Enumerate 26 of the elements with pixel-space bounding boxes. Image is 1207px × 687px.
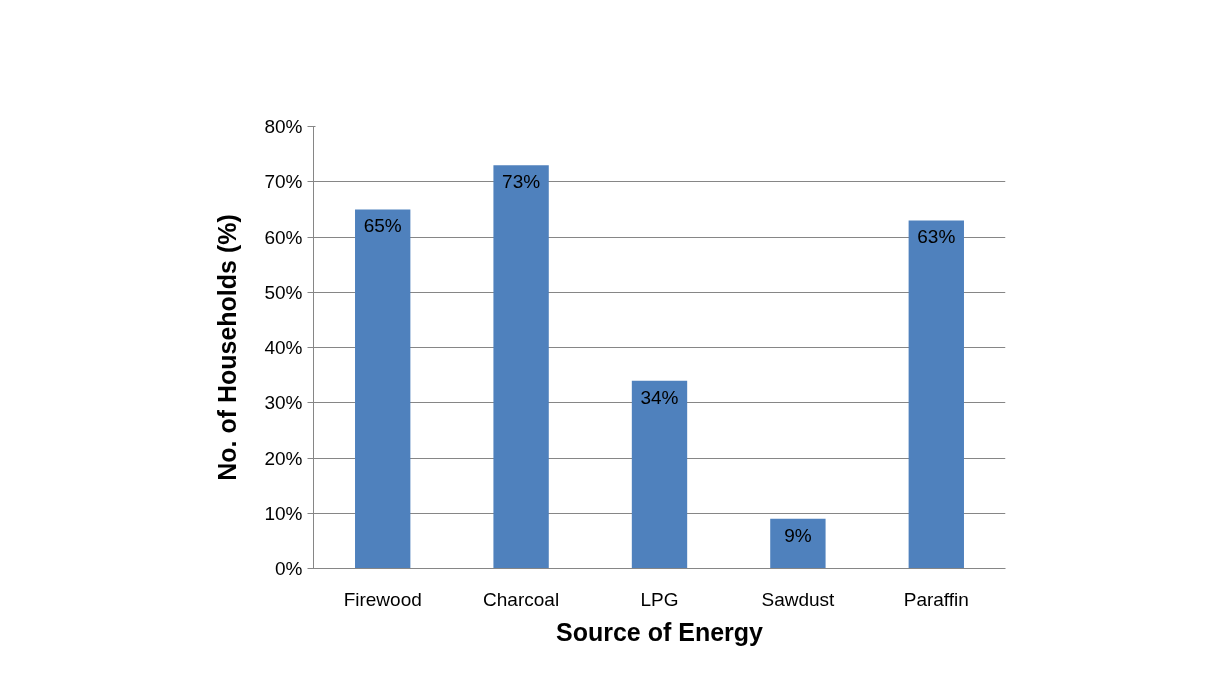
bar xyxy=(355,209,411,569)
y-tick-label: 10% xyxy=(264,502,303,524)
data-label: 34% xyxy=(640,386,679,408)
bar xyxy=(908,220,964,569)
x-tick-label: Paraffin xyxy=(903,588,969,610)
y-tick-label: 50% xyxy=(264,281,303,303)
y-tick-label: 80% xyxy=(264,116,303,137)
bar xyxy=(631,380,688,569)
y-tick-label: 30% xyxy=(264,392,303,414)
y-tick-label: 0% xyxy=(275,558,303,579)
data-label: 63% xyxy=(917,226,956,248)
y-tick-label: 20% xyxy=(264,447,303,469)
data-label: 73% xyxy=(502,171,541,193)
bar xyxy=(770,518,826,569)
data-label: 65% xyxy=(363,215,402,237)
x-tick-label: LPG xyxy=(640,588,679,610)
x-tick-label: Firewood xyxy=(343,588,422,610)
x-axis-title: Source of Energy xyxy=(556,617,764,646)
y-tick-label: 70% xyxy=(264,171,303,193)
y-tick-label: 40% xyxy=(264,337,303,358)
data-label: 9% xyxy=(784,524,812,546)
x-tick-label: Sawdust xyxy=(761,588,836,610)
y-axis-title: No. of Households (%) xyxy=(213,214,242,481)
x-tick-label: Charcoal xyxy=(483,588,560,610)
y-tick-label: 60% xyxy=(264,226,303,248)
bar xyxy=(493,165,549,569)
